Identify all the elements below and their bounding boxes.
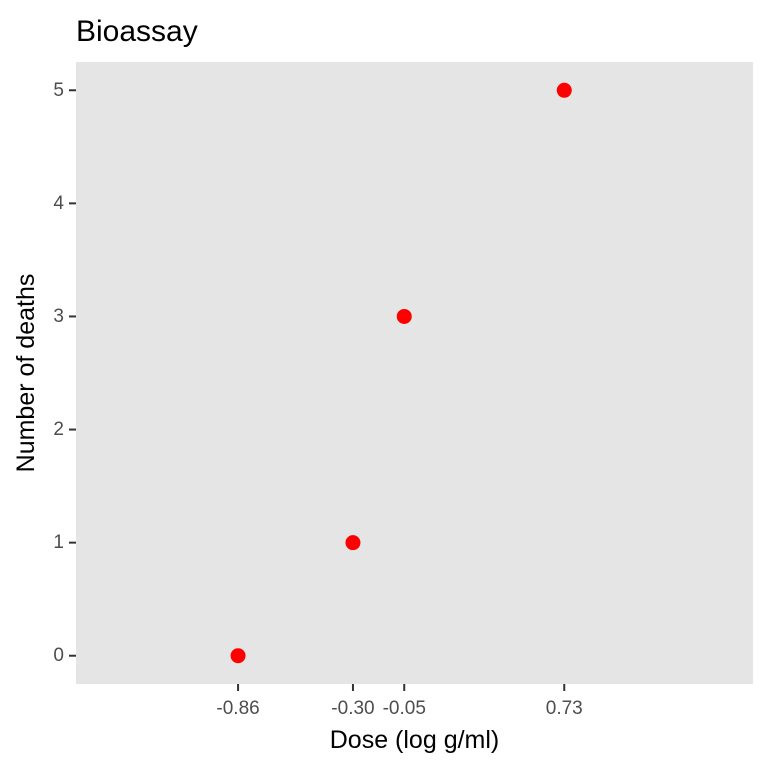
data-point — [345, 535, 361, 551]
y-axis-title: Number of deaths — [12, 274, 40, 473]
y-tick-label: 5 — [53, 80, 64, 101]
y-tick-label: 4 — [53, 193, 64, 214]
x-tick-label: -0.30 — [331, 698, 374, 719]
x-tick-label: -0.05 — [383, 698, 426, 719]
y-axis: 0 1 2 3 4 5 — [53, 80, 76, 666]
x-tick-label: -0.86 — [216, 698, 259, 719]
y-tick-label: 0 — [53, 645, 64, 666]
data-point — [556, 82, 572, 98]
data-point — [230, 648, 246, 664]
x-axis: -0.86 -0.30 -0.05 0.73 — [216, 684, 583, 719]
x-axis-title: Dose (log g/ml) — [330, 726, 500, 754]
chart-title: Bioassay — [76, 15, 198, 48]
y-tick-label: 3 — [53, 306, 64, 327]
y-tick-label: 1 — [53, 532, 64, 553]
plot-panel — [76, 62, 753, 684]
x-tick-label: 0.73 — [546, 698, 583, 719]
y-tick-label: 2 — [53, 419, 64, 440]
data-points — [230, 82, 572, 664]
data-point — [396, 308, 412, 324]
